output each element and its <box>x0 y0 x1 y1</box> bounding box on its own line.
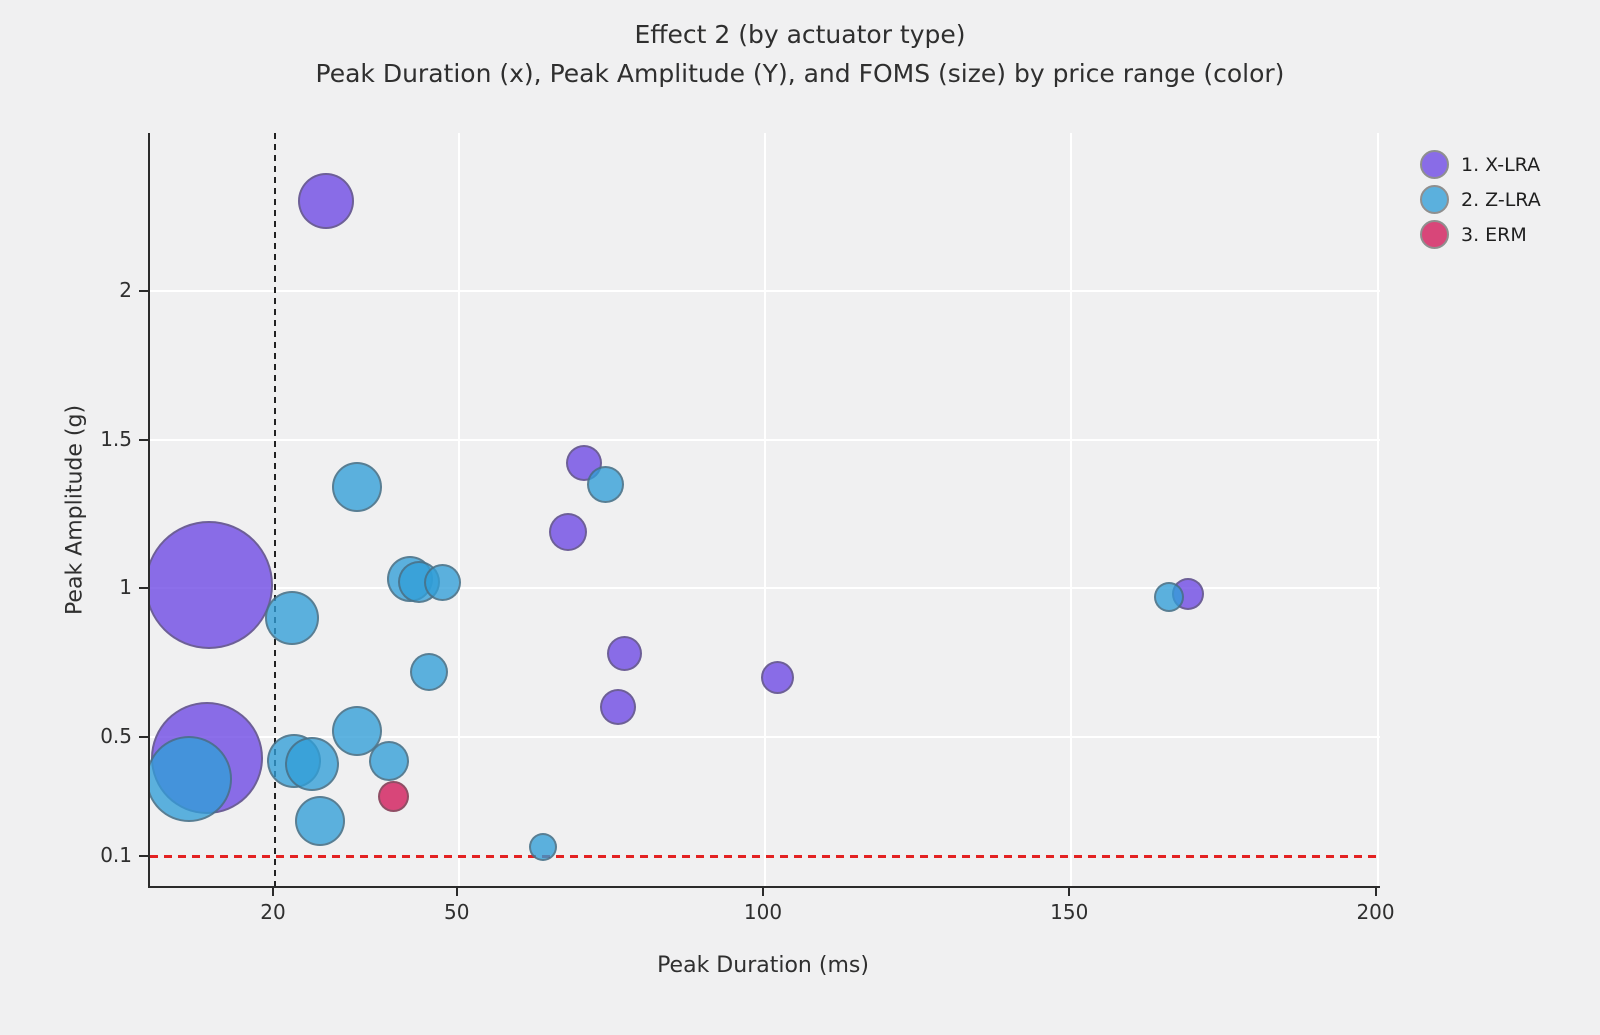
legend-item-z-lra[interactable]: 2. Z-LRA <box>1420 182 1541 217</box>
legend-label: 2. Z-LRA <box>1461 188 1541 211</box>
bubble-x-lra[interactable] <box>607 636 643 672</box>
bubble-z-lra[interactable] <box>332 462 383 513</box>
y-axis-title: Peak Amplitude (g) <box>62 404 88 616</box>
x-gridline <box>764 133 766 886</box>
bubble-z-lra[interactable] <box>423 563 461 601</box>
y-tick-mark <box>139 736 148 739</box>
x-tick-mark <box>455 887 458 896</box>
bubble-z-lra[interactable] <box>150 735 233 822</box>
x-tick-label: 50 <box>443 900 470 924</box>
plot-area <box>148 133 1380 888</box>
x-gridline <box>457 133 460 886</box>
x-axis-title: Peak Duration (ms) <box>657 953 869 978</box>
y-tick-label: 0.5 <box>100 724 132 749</box>
x-tick-mark <box>1374 887 1377 896</box>
bubble-x-lra[interactable] <box>150 521 273 650</box>
bubble-z-lra[interactable] <box>368 740 409 781</box>
y-gridline <box>150 438 1380 441</box>
y-tick-mark <box>139 587 148 590</box>
threshold-hline <box>150 855 1380 859</box>
bubble-z-lra[interactable] <box>294 795 345 846</box>
threshold-vline <box>273 133 276 886</box>
bubble-x-lra[interactable] <box>599 689 636 726</box>
x-tick-mark <box>1068 887 1071 896</box>
y-tick-label: 2 <box>119 277 132 302</box>
x-tick-label: 200 <box>1356 900 1395 924</box>
y-gridline <box>150 289 1380 292</box>
y-gridline <box>150 736 1380 739</box>
x-gridline <box>1070 133 1073 886</box>
y-tick-mark <box>139 855 148 858</box>
y-tick-label: 1 <box>119 575 132 600</box>
bubble-z-lra[interactable] <box>265 591 320 646</box>
legend-item-erm[interactable]: 3. ERM <box>1420 217 1541 252</box>
legend-item-x-lra[interactable]: 1. X-LRA <box>1420 147 1541 182</box>
bubble-x-lra[interactable] <box>548 512 587 551</box>
legend: 1. X-LRA 2. Z-LRA 3. ERM <box>1420 147 1541 252</box>
x-tick-mark <box>271 887 274 896</box>
y-tick-mark <box>139 289 148 292</box>
x-tick-label: 20 <box>260 900 286 924</box>
legend-marker-icon <box>1420 150 1449 179</box>
x-tick-label: 150 <box>1050 900 1089 924</box>
y-tick-label: 0.1 <box>100 843 132 868</box>
bubble-z-lra[interactable] <box>409 652 448 691</box>
y-tick-mark <box>139 438 148 441</box>
y-tick-label: 1.5 <box>100 426 132 451</box>
bubble-x-lra[interactable] <box>297 173 354 230</box>
x-tick-label: 100 <box>743 900 783 924</box>
bubble-z-lra[interactable] <box>1154 582 1185 613</box>
x-tick-mark <box>762 887 764 896</box>
chart-subtitle: Peak Duration (x), Peak Amplitude (Y), a… <box>315 59 1285 88</box>
bubble-erm[interactable] <box>378 781 410 813</box>
bubble-z-lra[interactable] <box>586 465 624 503</box>
bubble-x-lra[interactable] <box>760 661 794 695</box>
chart-title: Effect 2 (by actuator type) <box>634 20 966 49</box>
bubble-z-lra[interactable] <box>284 736 339 791</box>
x-gridline <box>1376 133 1379 886</box>
legend-marker-icon <box>1420 185 1449 214</box>
y-gridline <box>150 587 1380 590</box>
bubble-z-lra[interactable] <box>529 833 558 862</box>
legend-label: 1. X-LRA <box>1461 153 1541 176</box>
legend-marker-icon <box>1420 220 1449 249</box>
legend-label: 3. ERM <box>1461 223 1527 246</box>
